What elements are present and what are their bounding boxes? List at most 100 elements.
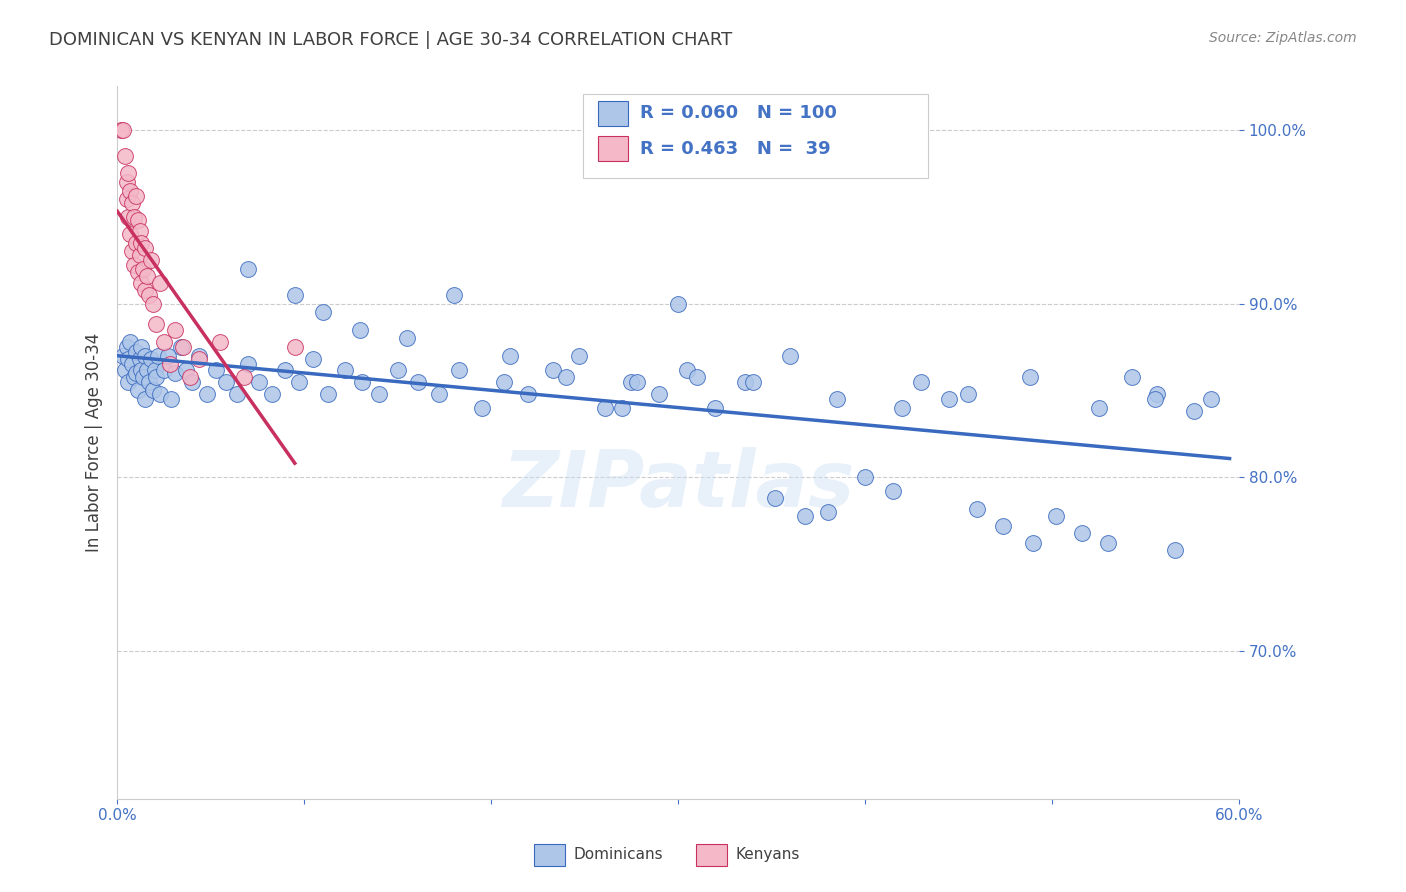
Point <box>117 166 139 180</box>
Point <box>110 123 132 137</box>
Point <box>352 375 374 389</box>
Point <box>1146 387 1168 401</box>
Point <box>131 235 153 250</box>
Text: ZIPatlas: ZIPatlas <box>502 447 855 524</box>
Point <box>1087 401 1109 415</box>
Text: Dominicans: Dominicans <box>574 847 664 862</box>
Point <box>134 392 156 406</box>
Point <box>170 340 193 354</box>
Point <box>139 352 162 367</box>
Point <box>117 375 139 389</box>
Point <box>349 323 371 337</box>
Point <box>686 369 709 384</box>
Point <box>121 244 143 259</box>
Point <box>794 508 817 523</box>
Point <box>387 362 409 376</box>
Point <box>993 519 1015 533</box>
Point <box>127 265 149 279</box>
Point <box>128 352 150 367</box>
Point <box>406 375 429 389</box>
Point <box>120 334 142 349</box>
Point <box>891 401 914 415</box>
Point <box>494 375 516 389</box>
Text: R = 0.060   N = 100: R = 0.060 N = 100 <box>640 104 837 122</box>
Point <box>1022 536 1045 550</box>
Point <box>1018 369 1040 384</box>
Point <box>882 484 904 499</box>
Point <box>610 401 633 415</box>
Point <box>593 401 616 415</box>
Point <box>128 223 150 237</box>
Point <box>208 334 231 349</box>
Point <box>1045 508 1067 523</box>
Point <box>262 387 284 401</box>
Point <box>312 305 335 319</box>
Point <box>302 352 325 367</box>
Point <box>817 505 839 519</box>
Point <box>132 369 155 384</box>
Point <box>676 362 699 376</box>
Point <box>335 362 357 376</box>
Point <box>117 352 139 367</box>
Point <box>666 296 689 310</box>
Point <box>134 241 156 255</box>
Point <box>236 357 259 371</box>
Point <box>956 387 979 401</box>
Point <box>284 288 307 302</box>
Point <box>121 195 143 210</box>
Text: Kenyans: Kenyans <box>735 847 800 862</box>
Point <box>648 387 671 401</box>
Point <box>568 349 591 363</box>
Point <box>443 288 465 302</box>
Point <box>127 384 149 398</box>
Point <box>122 210 145 224</box>
Point <box>114 362 136 376</box>
Point <box>195 387 218 401</box>
Point <box>125 235 148 250</box>
Point <box>1182 404 1205 418</box>
Point <box>139 253 162 268</box>
Point <box>427 387 450 401</box>
Point <box>132 261 155 276</box>
Point <box>236 261 259 276</box>
Point <box>763 491 786 505</box>
Point <box>1164 543 1187 558</box>
Point <box>136 362 159 376</box>
Point <box>517 387 540 401</box>
Point <box>704 401 727 415</box>
Point <box>125 189 148 203</box>
Point <box>134 283 156 297</box>
Point <box>142 296 165 310</box>
Point <box>134 349 156 363</box>
Point <box>160 392 183 406</box>
Point <box>128 248 150 262</box>
Point <box>620 375 643 389</box>
Point <box>938 392 960 406</box>
Point <box>117 210 139 224</box>
Point <box>541 362 564 376</box>
Point <box>153 362 176 376</box>
Point <box>233 369 256 384</box>
Point <box>122 369 145 384</box>
Point <box>318 387 340 401</box>
Point <box>214 375 236 389</box>
Point <box>120 227 142 241</box>
Point <box>1097 536 1119 550</box>
Point <box>127 213 149 227</box>
Point <box>125 366 148 380</box>
Point <box>120 184 142 198</box>
Point <box>966 501 988 516</box>
Point <box>274 362 297 376</box>
Point <box>626 375 648 389</box>
Point <box>499 349 522 363</box>
Point <box>449 362 471 376</box>
Point <box>145 318 167 332</box>
Point <box>111 123 134 137</box>
Point <box>165 323 187 337</box>
Point <box>131 362 153 376</box>
Point <box>131 340 153 354</box>
Point <box>148 349 170 363</box>
Point <box>179 369 201 384</box>
Point <box>1121 369 1143 384</box>
Point <box>121 357 143 371</box>
